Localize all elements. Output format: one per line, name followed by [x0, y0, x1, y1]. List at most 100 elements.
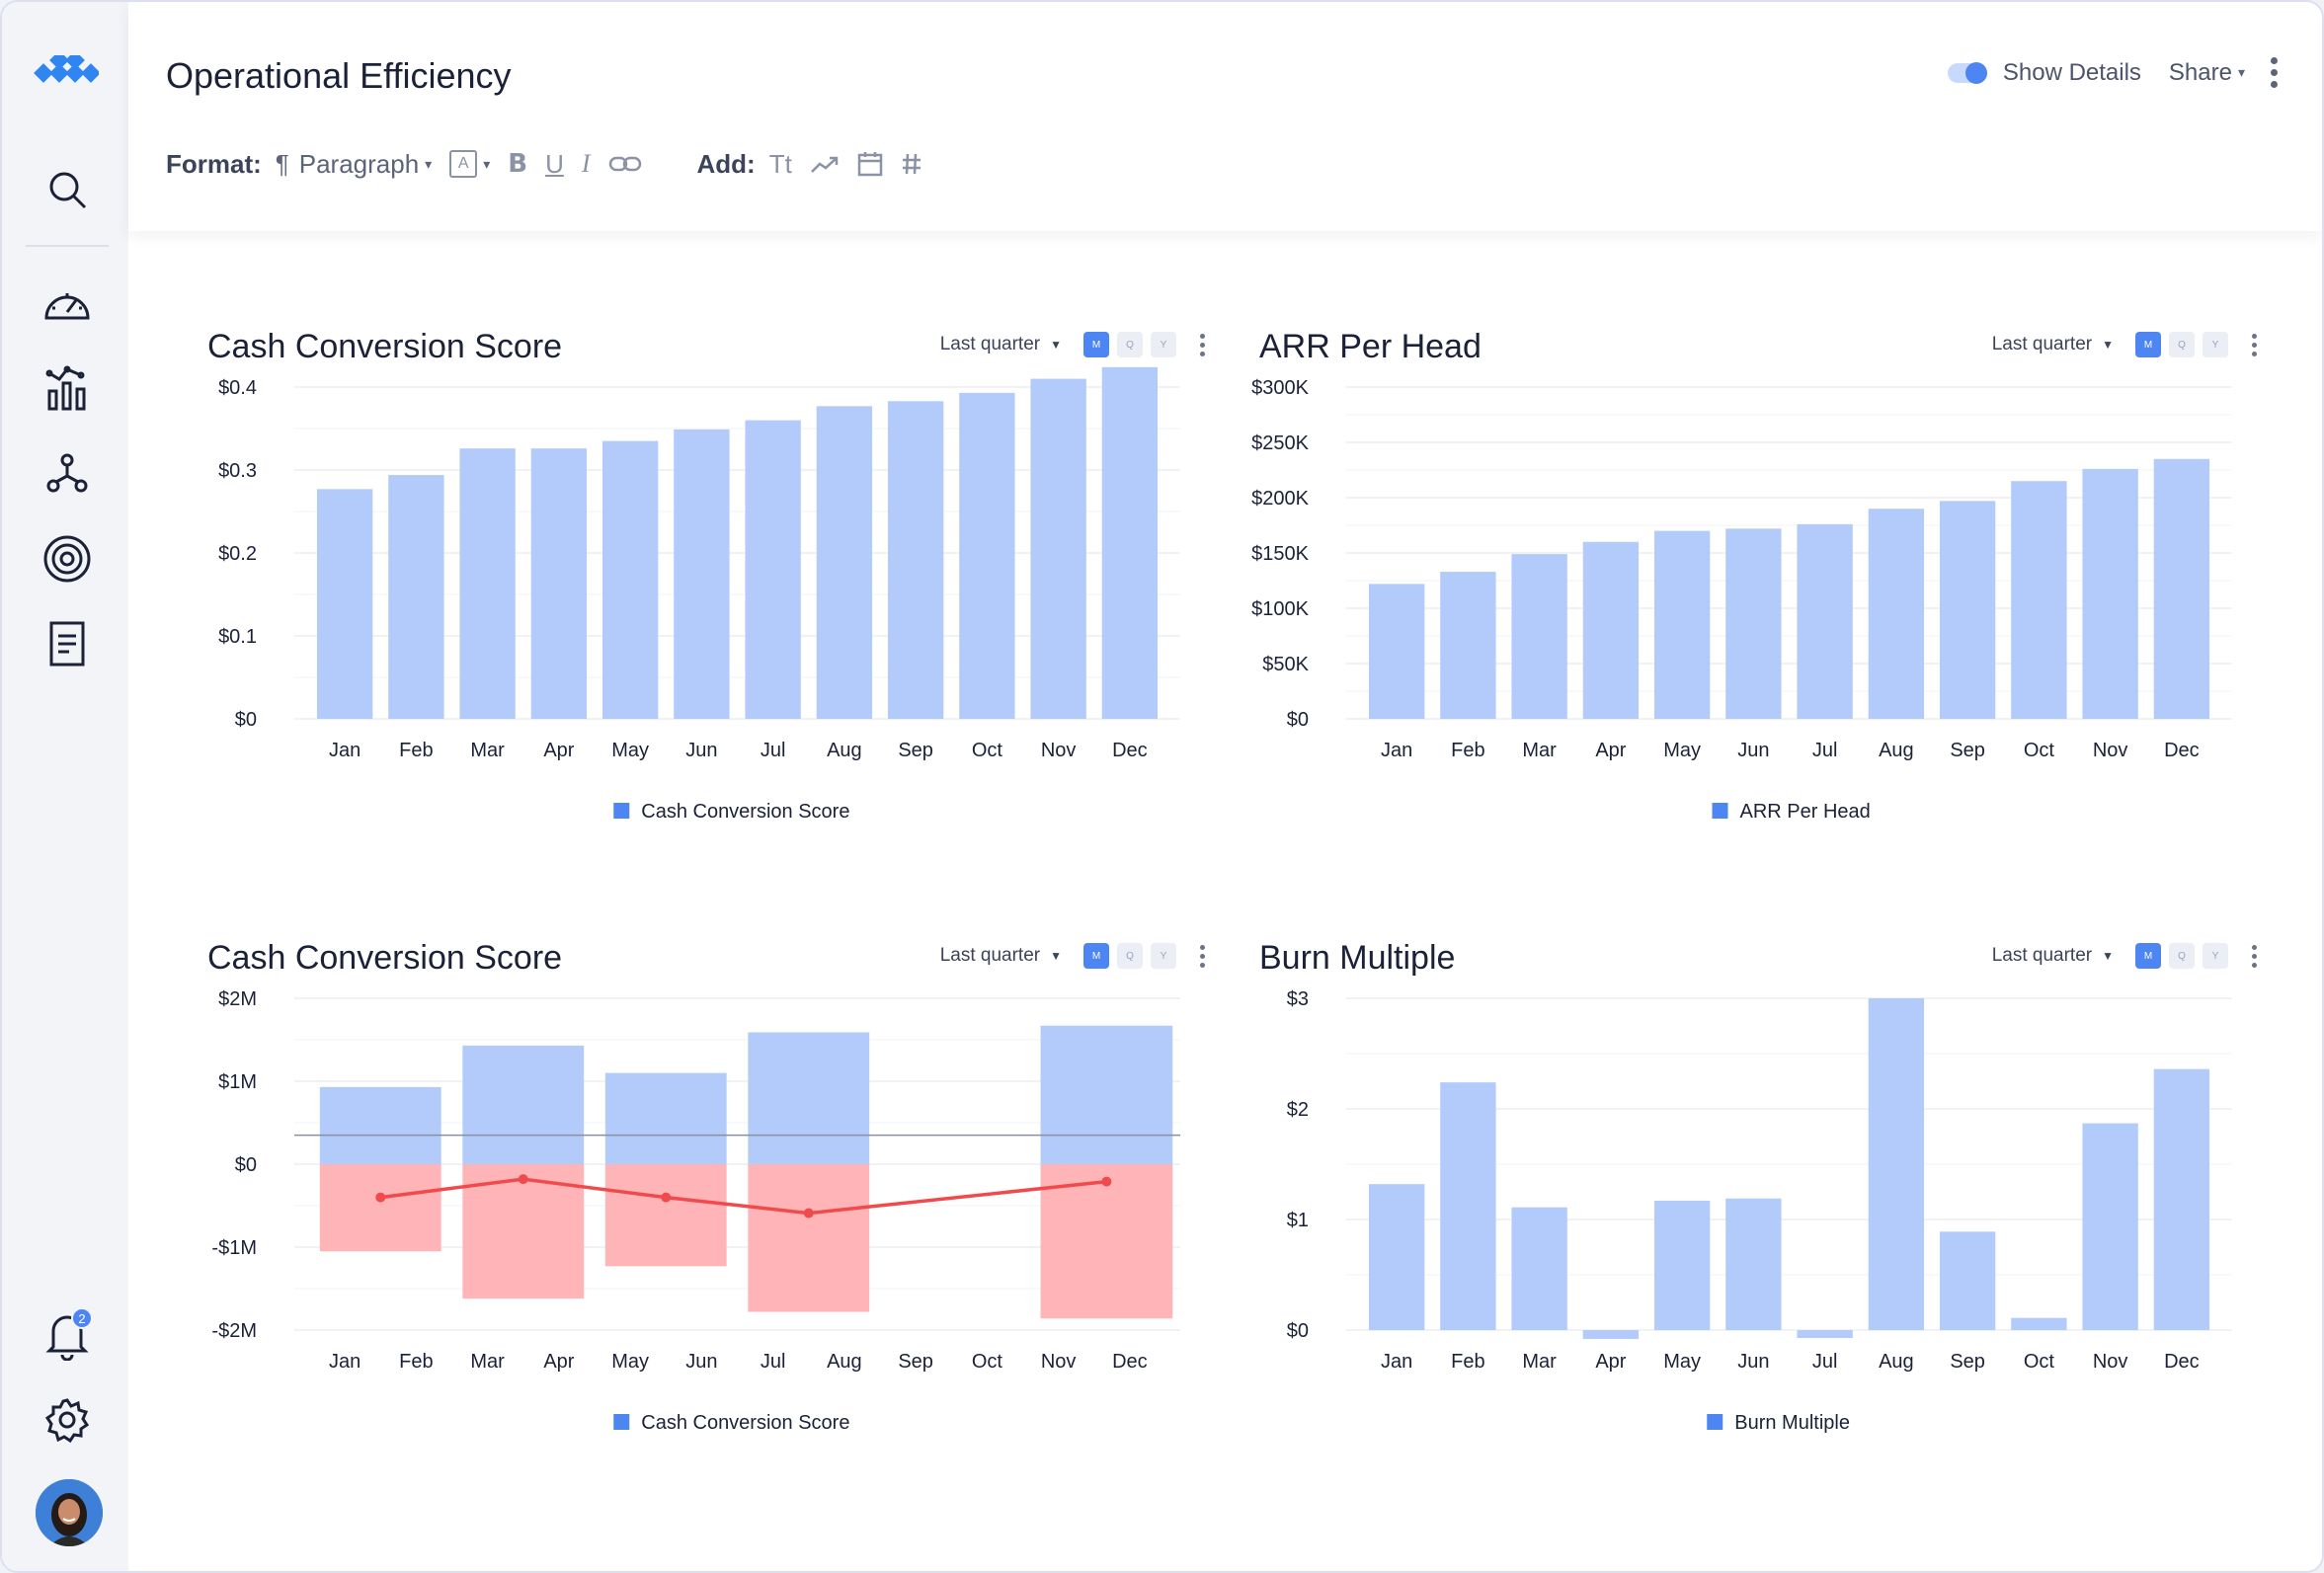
chart-more-options-icon[interactable]: [2252, 333, 2257, 356]
logo-icon[interactable]: [34, 50, 101, 91]
bar[interactable]: [745, 420, 801, 719]
date-range-dropdown[interactable]: Last quarter ▼: [1992, 334, 2114, 355]
bar[interactable]: [674, 429, 730, 719]
bar[interactable]: [816, 406, 873, 719]
bar[interactable]: [887, 401, 944, 719]
italic-icon[interactable]: I: [581, 149, 591, 178]
legend-label[interactable]: Cash Conversion Score: [641, 1412, 849, 1434]
date-range-dropdown[interactable]: Last quarter ▼: [1992, 945, 2114, 967]
bar[interactable]: [530, 448, 588, 719]
bar[interactable]: [1582, 541, 1640, 719]
metrics-icon[interactable]: [38, 359, 97, 419]
period-toggle-y[interactable]: Y: [2203, 943, 2228, 969]
share-dropdown[interactable]: Share ▾: [2169, 59, 2245, 87]
text-color-dropdown[interactable]: A ▾: [449, 150, 490, 178]
period-toggle-y[interactable]: Y: [1151, 943, 1176, 969]
show-details-toggle[interactable]: [1947, 61, 1987, 84]
notifications-bell-icon[interactable]: 2: [38, 1305, 97, 1365]
period-toggle-m[interactable]: M: [2135, 332, 2161, 357]
line-point[interactable]: [1101, 1176, 1112, 1187]
period-toggle-m[interactable]: M: [1083, 332, 1109, 357]
bar[interactable]: [2082, 468, 2138, 719]
bar[interactable]: [1868, 998, 1925, 1330]
paragraph-style-dropdown[interactable]: ¶ Paragraph ▾: [276, 149, 432, 180]
negative-bar[interactable]: [462, 1164, 585, 1299]
period-toggle-m[interactable]: M: [2135, 943, 2161, 969]
line-point[interactable]: [375, 1192, 386, 1203]
more-options-icon[interactable]: [2271, 57, 2279, 88]
bar[interactable]: [2082, 1123, 2138, 1330]
bar[interactable]: [1368, 584, 1425, 719]
period-toggle-q[interactable]: Q: [1117, 332, 1143, 357]
period-toggle-q[interactable]: Q: [2169, 943, 2195, 969]
bar[interactable]: [1440, 572, 1496, 719]
add-number-hash-icon[interactable]: [901, 152, 922, 176]
reports-document-icon[interactable]: [38, 614, 97, 673]
bar[interactable]: [1030, 378, 1086, 719]
negative-bar[interactable]: [1040, 1164, 1173, 1319]
bar[interactable]: [459, 448, 516, 719]
bar[interactable]: [1440, 1082, 1496, 1330]
bar[interactable]: [1101, 366, 1159, 719]
period-toggle-q[interactable]: Q: [2169, 332, 2195, 357]
positive-bar[interactable]: [319, 1086, 441, 1164]
bar[interactable]: [1725, 528, 1782, 719]
link-icon[interactable]: [608, 154, 642, 174]
bar[interactable]: [959, 392, 1015, 719]
negative-bar[interactable]: [319, 1164, 441, 1252]
bar[interactable]: [1582, 1330, 1640, 1339]
settings-gear-icon[interactable]: [38, 1390, 97, 1450]
bar[interactable]: [1511, 1207, 1567, 1330]
legend-label[interactable]: Burn Multiple: [1734, 1412, 1850, 1434]
positive-bar[interactable]: [604, 1072, 727, 1164]
chart-more-options-icon[interactable]: [1200, 333, 1205, 356]
integrations-icon[interactable]: [38, 444, 97, 504]
bar[interactable]: [1797, 523, 1853, 719]
bar[interactable]: [1797, 1330, 1853, 1338]
period-toggle-m[interactable]: M: [1083, 943, 1109, 969]
line-point[interactable]: [661, 1192, 672, 1203]
bar[interactable]: [2011, 481, 2067, 719]
goals-target-icon[interactable]: [38, 529, 97, 589]
period-toggle-y[interactable]: Y: [2203, 332, 2228, 357]
positive-bar[interactable]: [1040, 1025, 1173, 1164]
date-range-dropdown[interactable]: Last quarter ▼: [940, 334, 1062, 355]
bar[interactable]: [601, 440, 659, 719]
add-text-icon[interactable]: Tt: [768, 148, 792, 179]
underline-icon[interactable]: U: [545, 148, 564, 179]
legend-label[interactable]: Cash Conversion Score: [641, 801, 849, 823]
legend-label[interactable]: ARR Per Head: [1740, 801, 1871, 823]
bar[interactable]: [316, 489, 373, 719]
negative-bar[interactable]: [748, 1164, 870, 1312]
negative-bar[interactable]: [604, 1164, 727, 1267]
bar[interactable]: [1939, 1231, 1996, 1330]
line-point[interactable]: [803, 1208, 814, 1219]
bar[interactable]: [1653, 1200, 1711, 1330]
dashboard-gauge-icon[interactable]: [38, 275, 97, 334]
bar[interactable]: [2153, 458, 2210, 719]
period-toggle-q[interactable]: Q: [1117, 943, 1143, 969]
show-details-label[interactable]: Show Details: [2002, 58, 2141, 86]
bar[interactable]: [1368, 1184, 1425, 1330]
date-range-dropdown[interactable]: Last quarter ▼: [940, 945, 1062, 967]
bar[interactable]: [1939, 501, 1996, 719]
period-toggle-y[interactable]: Y: [1151, 332, 1176, 357]
bold-icon[interactable]: B: [508, 149, 528, 179]
bar[interactable]: [2153, 1068, 2210, 1330]
positive-bar[interactable]: [748, 1032, 870, 1164]
line-point[interactable]: [518, 1174, 528, 1185]
bar[interactable]: [388, 475, 444, 719]
positive-bar[interactable]: [462, 1045, 585, 1164]
bar[interactable]: [1725, 1198, 1782, 1330]
bar[interactable]: [1868, 509, 1925, 719]
add-chart-trend-icon[interactable]: [810, 154, 840, 174]
bar[interactable]: [1511, 554, 1567, 719]
add-date-calendar-icon[interactable]: [857, 151, 883, 177]
chart-more-options-icon[interactable]: [1200, 944, 1205, 968]
bar[interactable]: [1653, 530, 1711, 719]
chart-more-options-icon[interactable]: [2252, 944, 2257, 968]
bar[interactable]: [2011, 1317, 2067, 1330]
user-avatar[interactable]: [36, 1479, 103, 1546]
search-icon[interactable]: [38, 160, 97, 219]
page-title[interactable]: Operational Efficiency: [166, 55, 512, 96]
